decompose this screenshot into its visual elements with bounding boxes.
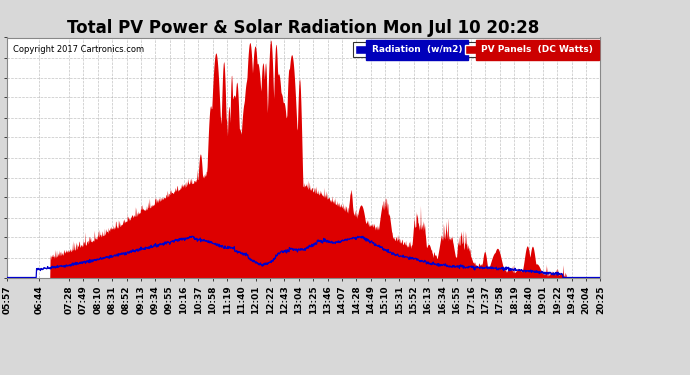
Title: Total PV Power & Solar Radiation Mon Jul 10 20:28: Total PV Power & Solar Radiation Mon Jul… (68, 20, 540, 38)
Text: Copyright 2017 Cartronics.com: Copyright 2017 Cartronics.com (13, 45, 144, 54)
Legend: Radiation  (w/m2), PV Panels  (DC Watts): Radiation (w/m2), PV Panels (DC Watts) (353, 42, 595, 57)
